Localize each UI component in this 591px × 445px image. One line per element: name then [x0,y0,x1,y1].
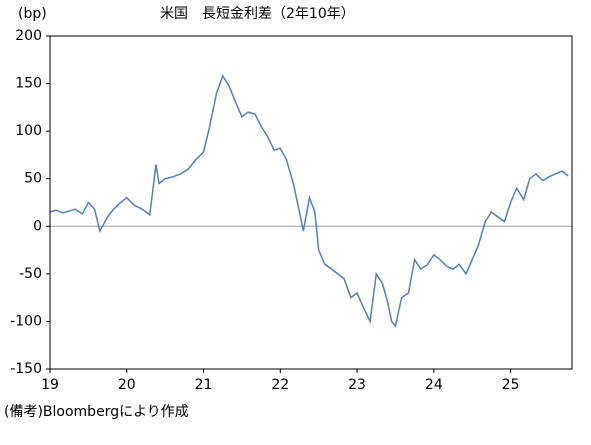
note: (備考)Bloombergにより作成 [4,404,189,420]
x-tick-label: 19 [41,377,59,393]
y-tick-label: 150 [15,76,42,92]
y-tick-label: 200 [15,28,42,44]
x-tick-label: 22 [271,377,289,393]
y-tick-label: 50 [24,171,42,187]
y-tick-label: -50 [19,266,42,282]
x-tick-label: 25 [502,377,520,393]
line [49,74,569,328]
x-tick-label: 24 [425,377,443,393]
y-tick-label: 0 [33,218,42,234]
x-tick-label: 20 [118,377,136,393]
plot-border [49,35,573,370]
y-tick-label: -100 [10,313,42,329]
y-tick-label: -150 [10,361,42,377]
chart-title: 米国 長短金利差（2年10年） [160,6,355,22]
y-tick-label: 100 [15,123,42,139]
x-tick-label: 21 [195,377,213,393]
x-tick-label: 23 [348,377,366,393]
y-axis-label: (bp) [18,6,47,22]
